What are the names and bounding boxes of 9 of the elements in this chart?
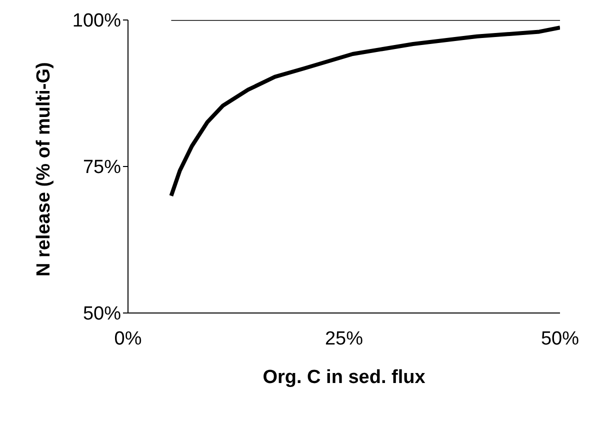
x-tick-label: 25% — [324, 328, 364, 350]
y-tick-label: 50% — [82, 304, 122, 325]
x-axis-title: Org. C in sed. flux — [262, 367, 426, 388]
y-tick-label: 75% — [82, 157, 122, 178]
x-tick-label: 0% — [114, 328, 142, 350]
x-tick-label: 50% — [540, 328, 580, 350]
y-axis-title: N release (% of multi-G) — [34, 62, 55, 276]
line-series — [169, 26, 560, 198]
y-tick-label: 100% — [72, 10, 122, 32]
